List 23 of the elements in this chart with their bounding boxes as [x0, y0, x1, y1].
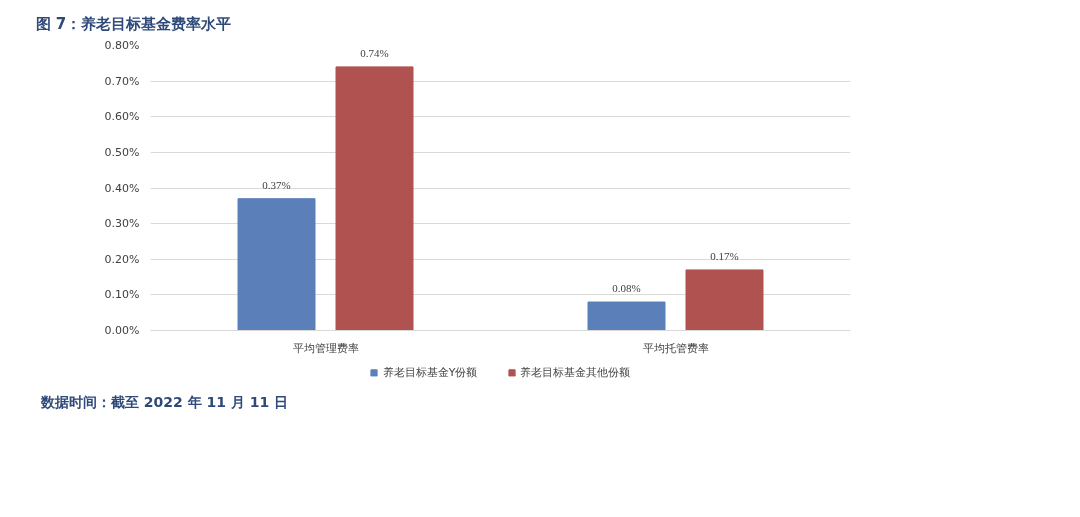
x-tick-label: 平均管理费率: [292, 341, 359, 355]
legend-label: 养老目标基金Y份额: [382, 364, 478, 380]
legend-label: 养老目标基金其他份额: [520, 364, 631, 380]
data-label: 0.17%: [710, 249, 739, 262]
y-tick-label: 0.30%: [104, 217, 140, 231]
y-tick-label: 0.70%: [104, 74, 140, 88]
y-tick-label: 0.50%: [104, 145, 140, 159]
data-label: 0.37%: [262, 178, 291, 191]
text: 数据时间：截至 2022 年 11 月 11 日: [41, 393, 289, 412]
chart-title: 图 7：养老目标基金费率水平: [35, 15, 232, 33]
x-tick-label: 平均托管费率: [642, 341, 709, 355]
data-label: 0.08%: [612, 282, 641, 294]
y-tick-label: 0.60%: [104, 110, 140, 124]
y-tick-label: 0.00%: [104, 324, 140, 337]
bar: [237, 198, 316, 331]
y-tick-label: 0.20%: [104, 252, 140, 266]
bar: [587, 301, 666, 331]
data-label: 0.74%: [360, 46, 389, 59]
y-tick-label: 0.40%: [104, 181, 140, 195]
y-tick-label: 0.80%: [104, 39, 140, 52]
y-tick-label: 0.10%: [104, 288, 140, 302]
bar: [685, 269, 764, 331]
bar: [335, 66, 414, 331]
